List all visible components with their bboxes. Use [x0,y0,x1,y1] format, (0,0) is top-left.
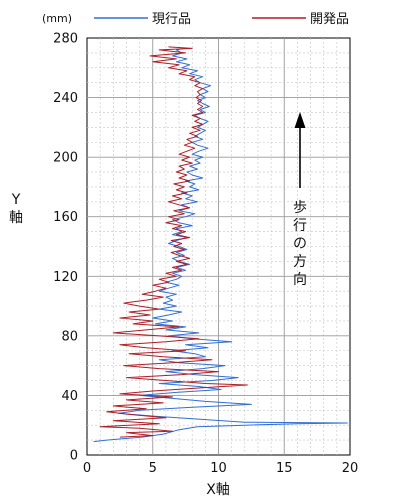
series-layer [93,46,348,443]
y-tick-label: 200 [53,151,78,166]
x-tick-label: 20 [342,461,359,476]
legend-label-developed: 開発品 [310,12,349,27]
direction-annotation: 歩行の方向 [293,112,307,288]
y-tick-label: 40 [61,389,78,404]
y-tick-label: 280 [53,32,78,47]
x-tick-label: 15 [276,461,293,476]
y-tick-label: 0 [70,449,78,464]
y-tick-label: 160 [53,210,78,225]
direction-label: 歩行の方向 [293,200,307,288]
arrow-up-icon [294,112,306,128]
x-tick-label: 0 [83,461,91,476]
legend-label-current: 現行品 [152,12,191,27]
x-tick-label: 5 [149,461,157,476]
y-tick-label: 80 [61,329,78,344]
x-axis-label: X軸 [206,482,230,498]
legend: 現行品 開発品 [94,12,349,27]
unit-label: (mm) [42,12,72,25]
series-line-developed [99,46,248,438]
series-line-current [93,47,348,443]
y-tick-label: 240 [53,91,78,106]
x-tick-label: 10 [210,461,227,476]
y-tick-label: 120 [53,270,78,285]
